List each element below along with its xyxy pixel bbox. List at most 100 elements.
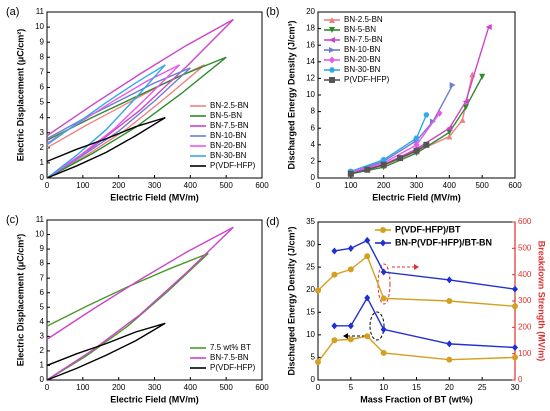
marker [329,56,335,64]
y-tick-label: 25 [306,262,315,271]
legend-label: P(VDF-HFP)/BT [395,224,461,234]
y-tick-label: 2 [40,143,45,152]
series-line [46,18,234,179]
series-line [334,239,516,290]
y2-tick-label: 0 [518,375,523,384]
y-tick-label: 16 [306,40,315,49]
legend-label: BN-10-BN [210,131,247,140]
x-tick-label: 200 [112,383,126,392]
y-tick-label: 14 [306,57,315,66]
marker [364,236,371,244]
marker [446,298,453,304]
annotation-ellipse [369,311,385,341]
y-tick-label: 4 [40,317,45,326]
marker [329,47,335,53]
legend-label: BN-5-BN [344,25,376,34]
legend-label: 7.5 wt% BT [210,343,251,352]
x-tick-label: 200 [112,181,126,190]
marker [329,37,335,43]
x-tick-label: 0 [45,181,50,190]
x-tick-label: 25 [478,383,487,392]
annotation-ellipse [377,263,391,305]
marker [449,82,456,89]
marker [512,343,518,351]
x-tick-label: 500 [475,181,489,190]
x-tick-label: 600 [508,181,522,190]
marker [446,133,453,140]
legend-label: BN-7.5-BN [210,121,249,130]
marker [347,170,354,177]
x-tick-label: 200 [377,181,391,190]
marker [380,295,387,302]
x-tick-label: 500 [219,181,233,190]
legend-label: P(VDF-HFP) [210,161,256,170]
x-axis-label: Electric Field (MV/m) [110,394,199,404]
marker [485,23,492,30]
y2-tick-label: 200 [518,322,532,331]
series-line [46,64,166,179]
y-tick-label: 5 [40,98,45,107]
series-line [46,226,234,381]
marker [331,322,338,330]
marker [380,268,387,276]
x-tick-label: 0 [316,181,321,190]
series-line [46,116,166,179]
marker [446,356,453,363]
legend-label: BN-P(VDF-HFP)/BT-BN [395,237,492,247]
marker [380,239,386,247]
marker [331,247,338,255]
marker [479,73,486,80]
y-tick-label: 10 [35,230,44,239]
panel-label: (b) [266,6,279,18]
x-tick-label: 100 [344,181,358,190]
marker [380,325,387,333]
marker [446,129,453,136]
legend-label: BN-2.5-BN [210,101,249,110]
y-tick-label: 5 [311,353,316,362]
y-axis-label: Discharged Energy Density (J/cm³) [286,226,296,375]
x-tick-label: 300 [148,383,162,392]
x-tick-label: 400 [184,383,198,392]
series-line [46,322,166,381]
y-tick-label: 3 [40,128,45,137]
marker [413,141,420,149]
y-tick-label: 1 [40,158,45,167]
x-tick-label: 0 [316,383,321,392]
x-tick-label: 300 [148,181,162,190]
x-tick-label: 15 [412,383,421,392]
marker [347,266,354,273]
series-line [350,74,474,174]
marker [315,358,321,365]
legend-label: BN-30-BN [210,151,247,160]
y2-tick-label: 500 [518,243,532,252]
y-tick-label: 35 [306,217,315,226]
marker [397,155,404,162]
y-tick-label: 4 [311,140,316,149]
marker [329,27,335,33]
marker [380,157,387,163]
y-tick-label: 11 [36,215,45,224]
y-tick-label: 9 [40,244,45,253]
x-tick-label: 20 [445,383,454,392]
marker [380,349,387,356]
series-line [350,114,427,173]
series-line [350,76,483,175]
y-tick-label: 9 [40,37,45,46]
y-tick-label: 8 [40,259,45,268]
marker [331,271,338,278]
y-tick-label: 5 [40,302,45,311]
y-tick-label: 20 [306,285,315,294]
legend-label: P(VDF-HFP) [210,363,256,372]
x-tick-label: 10 [379,383,388,392]
x-tick-label: 600 [255,383,269,392]
marker [329,77,335,83]
series-line [317,255,516,307]
marker [364,333,371,340]
marker [347,336,354,343]
series-line [46,252,209,381]
arrow-head [343,333,348,339]
marker [380,161,387,168]
series-line [46,56,227,179]
y-tick-label: 4 [40,113,45,122]
legend-label: BN-5-BN [210,111,242,120]
